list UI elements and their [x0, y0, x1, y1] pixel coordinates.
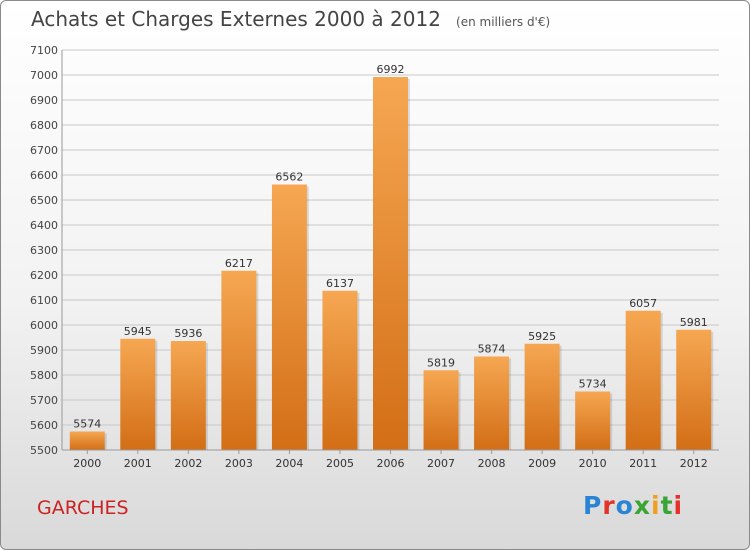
logo-letter: t: [660, 491, 674, 520]
bar-value-label: 5574: [73, 418, 101, 431]
y-axis: 5500 5600 5700 5800 5900 6000 6100 6200 6300 6400…: [30, 44, 63, 457]
x-tick-label: 2006: [377, 457, 405, 470]
city-name: GARCHES: [37, 497, 129, 519]
logo-letter: i: [673, 491, 684, 520]
logo-letter: P: [583, 491, 603, 520]
x-tick-label: 2007: [427, 457, 455, 470]
bar: [170, 341, 206, 450]
x-tick-label: 2005: [326, 457, 354, 470]
bars: 5574 5945 5936 6217 6562 6137 6992 5819 5874 5925…: [69, 63, 714, 450]
y-tick-label: 6200: [30, 269, 58, 282]
chart-unit: (en milliers d'€): [456, 15, 551, 29]
bar-value-label: 6057: [629, 297, 657, 310]
y-tick-label: 6400: [30, 219, 58, 232]
bar-value-label: 5981: [680, 316, 708, 329]
y-tick-label: 5600: [30, 419, 58, 432]
bar-value-label: 5925: [528, 330, 556, 343]
bar-value-label: 5936: [174, 327, 202, 340]
bar: [120, 338, 156, 450]
bar: [676, 329, 712, 450]
bar-value-label: 5734: [579, 378, 607, 391]
y-tick-label: 6800: [30, 119, 58, 132]
logo-letter: r: [602, 491, 616, 520]
proxiti-logo[interactable]: Proxiti: [583, 491, 683, 520]
x-tick-label: 2002: [174, 457, 202, 470]
chart-title: Achats et Charges Externes 2000 à 2012: [31, 7, 441, 31]
y-tick-label: 6700: [30, 144, 58, 157]
title-row: Achats et Charges Externes 2000 à 2012 (…: [31, 7, 550, 31]
bar: [575, 391, 611, 450]
y-tick-label: 5700: [30, 394, 58, 407]
bar: [524, 343, 560, 450]
bar: [474, 356, 510, 450]
logo-letter: o: [615, 491, 634, 520]
x-tick-label: 2008: [478, 457, 506, 470]
bar: [625, 310, 661, 450]
x-tick-label: 2011: [629, 457, 657, 470]
x-tick-label: 2003: [225, 457, 253, 470]
bar-value-label: 6217: [225, 257, 253, 270]
y-tick-label: 7100: [30, 44, 58, 57]
y-tick-label: 6000: [30, 319, 58, 332]
y-tick-label: 5800: [30, 369, 58, 382]
x-tick-label: 2010: [579, 457, 607, 470]
bar-value-label: 5945: [124, 325, 152, 338]
x-tick-label: 2012: [680, 457, 708, 470]
bar: [373, 77, 408, 450]
y-tick-label: 6300: [30, 244, 58, 257]
bar-value-label: 5819: [427, 356, 455, 369]
y-tick-label: 6900: [30, 94, 58, 107]
bar: [423, 370, 459, 450]
x-tick-label: 2001: [124, 457, 152, 470]
bar: [69, 431, 105, 450]
y-tick-label: 5900: [30, 344, 58, 357]
logo-letter: x: [633, 491, 651, 520]
bar-value-label: 6992: [377, 63, 405, 76]
bar: [221, 270, 257, 450]
bar: [322, 290, 358, 450]
bar-value-label: 6137: [326, 277, 354, 290]
bar-value-label: 5874: [478, 343, 506, 356]
x-axis: 2000 2001 2002 2003 2004 2005 2006 2007 2008 2009…: [62, 449, 719, 470]
x-tick-label: 2000: [73, 457, 101, 470]
x-tick-label: 2004: [275, 457, 303, 470]
y-tick-label: 6100: [30, 294, 58, 307]
y-tick-label: 6500: [30, 194, 58, 207]
bar: [271, 184, 307, 450]
logo-letter: i: [651, 491, 661, 520]
y-tick-label: 7000: [30, 69, 58, 82]
y-tick-label: 6600: [30, 169, 58, 182]
x-tick-label: 2009: [528, 457, 556, 470]
bar-value-label: 6562: [275, 171, 303, 184]
y-tick-label: 5500: [30, 444, 58, 457]
